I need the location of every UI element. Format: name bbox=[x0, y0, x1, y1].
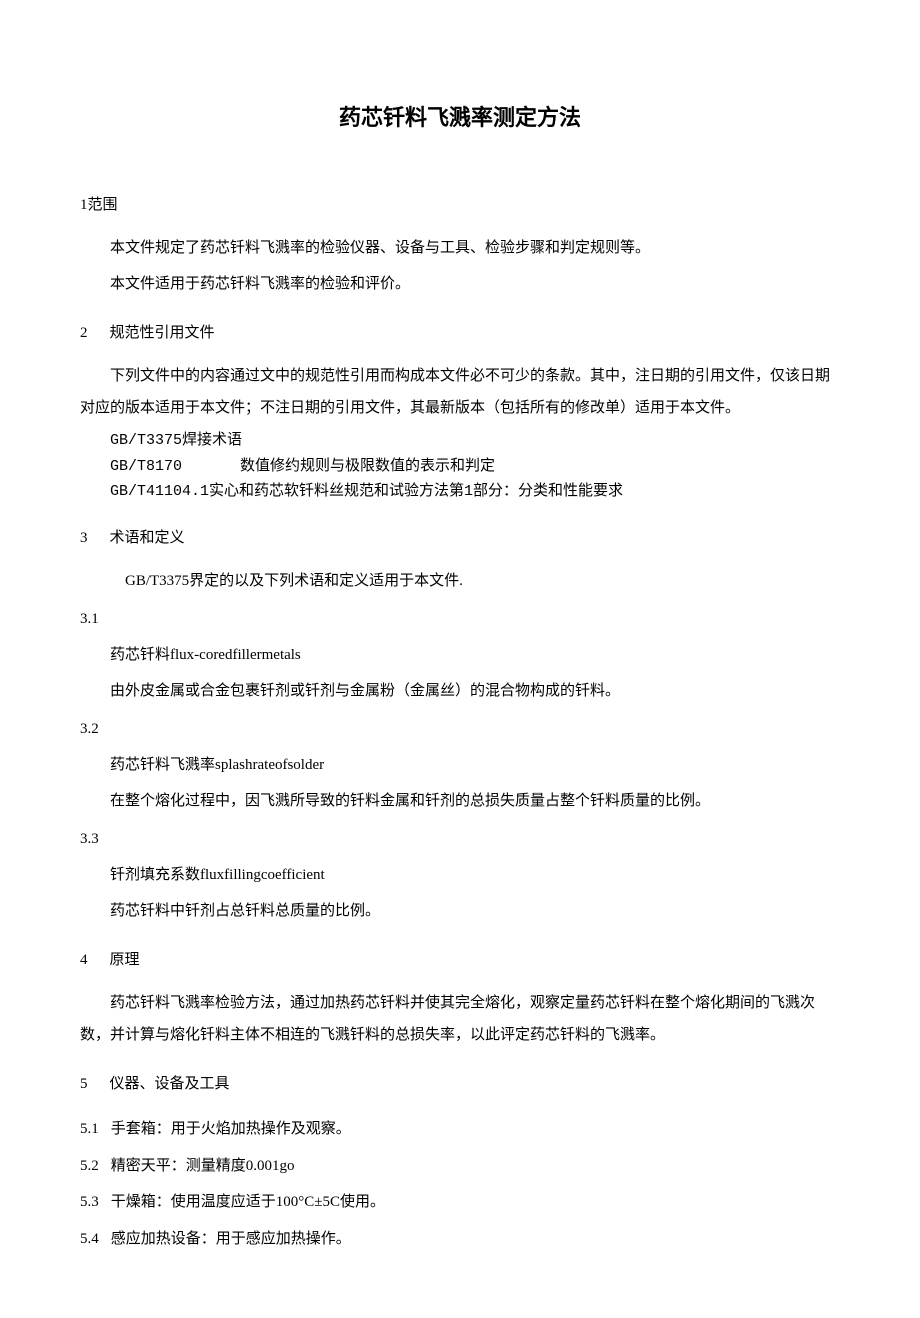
term-3-3-num: 3.3 bbox=[80, 823, 840, 856]
section-4-p1: 药芯钎料飞溅率检验方法，通过加热药芯钎料并使其完全熔化，观察定量药芯钎料在整个熔… bbox=[80, 988, 840, 1051]
section-4-heading: 4 原理 bbox=[80, 947, 840, 974]
equipment-5-1: 5.1 手套箱：用于火焰加热操作及观察。 bbox=[80, 1112, 840, 1147]
equipment-5-2-num: 5.2 bbox=[80, 1149, 99, 1184]
section-1-p1: 本文件规定了药芯钎料飞溅率的检验仪器、设备与工具、检验步骤和判定规则等。 bbox=[80, 233, 840, 265]
section-5-num: 5 bbox=[80, 1071, 88, 1098]
term-3-1-num: 3.1 bbox=[80, 603, 840, 636]
section-3-intro: GB/T3375界定的以及下列术语和定义适用于本文件. bbox=[80, 566, 840, 598]
section-2-heading: 2 规范性引用文件 bbox=[80, 320, 840, 347]
section-1-heading: 1范围 bbox=[80, 192, 840, 219]
term-3-2-def: 在整个熔化过程中，因飞溅所导致的钎料金属和钎剂的总损失质量占整个钎料质量的比例。 bbox=[80, 786, 840, 818]
reference-2: GB/T8170数值修约规则与极限数值的表示和判定 bbox=[80, 454, 840, 480]
term-3-3-def: 药芯钎料中钎剂占总钎料总质量的比例。 bbox=[80, 896, 840, 928]
term-3-3-term: 钎剂填充系数fluxfillingcoefficient bbox=[80, 860, 840, 892]
reference-1-code: GB/T3375 bbox=[110, 428, 182, 454]
equipment-5-4-text: 感应加热设备：用于感应加热操作。 bbox=[111, 1231, 351, 1247]
reference-2-title: 数值修约规则与极限数值的表示和判定 bbox=[240, 458, 495, 475]
section-1-p2: 本文件适用于药芯钎料飞溅率的检验和评价。 bbox=[80, 269, 840, 301]
section-1-label: 范围 bbox=[88, 197, 118, 213]
term-3-2-num: 3.2 bbox=[80, 713, 840, 746]
reference-3-code: GB/T41104.1 bbox=[110, 479, 209, 505]
reference-3: GB/T41104.1实心和药芯软钎料丝规范和试验方法第1部分：分类和性能要求 bbox=[80, 479, 840, 505]
section-3-num: 3 bbox=[80, 525, 88, 552]
equipment-5-2: 5.2 精密天平：测量精度0.001go bbox=[80, 1149, 840, 1184]
section-1-num: 1 bbox=[80, 197, 88, 213]
reference-3-title: 实心和药芯软钎料丝规范和试验方法第1部分：分类和性能要求 bbox=[209, 483, 623, 500]
reference-1: GB/T3375焊接术语 bbox=[80, 428, 840, 454]
reference-1-title: 焊接术语 bbox=[182, 432, 242, 449]
section-4-label: 原理 bbox=[110, 952, 140, 968]
term-3-1-term: 药芯钎料flux-coredfillermetals bbox=[80, 640, 840, 672]
term-3-2-term: 药芯钎料飞溅率splashrateofsolder bbox=[80, 750, 840, 782]
equipment-5-2-text: 精密天平：测量精度0.001go bbox=[111, 1158, 295, 1174]
equipment-5-3: 5.3 干燥箱：使用温度应适于100°C±5C使用。 bbox=[80, 1185, 840, 1220]
equipment-5-1-text: 手套箱：用于火焰加热操作及观察。 bbox=[111, 1121, 351, 1137]
section-3-label: 术语和定义 bbox=[110, 530, 185, 546]
section-4-num: 4 bbox=[80, 947, 88, 974]
reference-2-code: GB/T8170 bbox=[110, 454, 240, 480]
equipment-5-4: 5.4 感应加热设备：用于感应加热操作。 bbox=[80, 1222, 840, 1257]
equipment-5-1-num: 5.1 bbox=[80, 1112, 99, 1147]
equipment-5-3-num: 5.3 bbox=[80, 1185, 99, 1220]
section-3-heading: 3 术语和定义 bbox=[80, 525, 840, 552]
term-3-1-def: 由外皮金属或合金包裹钎剂或钎剂与金属粉（金属丝）的混合物构成的钎料。 bbox=[80, 676, 840, 708]
section-2-label: 规范性引用文件 bbox=[110, 325, 215, 341]
equipment-5-3-text: 干燥箱：使用温度应适于100°C±5C使用。 bbox=[111, 1194, 385, 1210]
equipment-5-4-num: 5.4 bbox=[80, 1222, 99, 1257]
section-5-label: 仪器、设备及工具 bbox=[110, 1076, 230, 1092]
section-2-num: 2 bbox=[80, 320, 88, 347]
document-title: 药芯钎料飞溅率测定方法 bbox=[80, 100, 840, 132]
section-5-heading: 5 仪器、设备及工具 bbox=[80, 1071, 840, 1098]
section-2-p1: 下列文件中的内容通过文中的规范性引用而构成本文件必不可少的条款。其中，注日期的引… bbox=[80, 361, 840, 424]
